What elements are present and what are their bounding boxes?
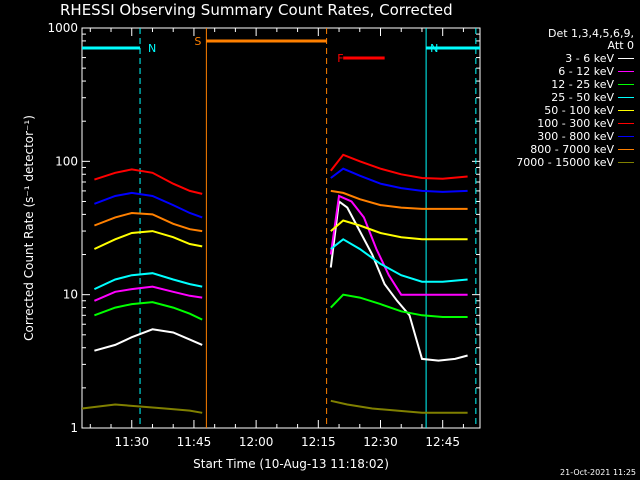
legend-swatch — [618, 110, 634, 111]
annotation-label: N — [148, 42, 156, 55]
series-line — [81, 403, 203, 414]
series-line — [330, 153, 468, 180]
legend-label: 100 - 300 keV — [537, 117, 614, 130]
annotation-label: F — [337, 52, 343, 65]
series-line — [330, 293, 468, 318]
legend-label: 50 - 100 keV — [544, 104, 614, 117]
legend-swatch — [618, 71, 634, 72]
series-line — [330, 167, 468, 193]
legend-entry: 800 - 7000 keV — [464, 143, 634, 156]
generated-timestamp: 21-Oct-2021 11:25 — [560, 468, 636, 477]
legend-label: 12 - 25 keV — [551, 78, 614, 91]
legend-entry: 6 - 12 keV — [464, 65, 634, 78]
series-line — [94, 168, 203, 195]
series-line — [94, 211, 203, 233]
legend-header-line2: Att 0 — [607, 39, 634, 52]
legend-entry: 3 - 6 keV — [464, 52, 634, 65]
legend-label: 3 - 6 keV — [565, 52, 614, 65]
x-tick-label: 11:30 — [114, 435, 149, 449]
series-line — [94, 301, 203, 321]
legend-entry: 100 - 300 keV — [464, 117, 634, 130]
legend-swatch — [618, 97, 634, 98]
x-tick-label: 11:45 — [177, 435, 212, 449]
series-line — [330, 219, 468, 241]
series-line — [94, 328, 203, 352]
legend-swatch — [618, 84, 634, 85]
legend-swatch — [618, 136, 634, 137]
annotation-label: N — [430, 42, 438, 55]
y-tick-label: 100 — [55, 154, 78, 168]
y-tick-label: 1 — [70, 421, 78, 435]
legend-rows: 3 - 6 keV 6 - 12 keV 12 - 25 keV 25 - 50 ke… — [464, 52, 634, 169]
y-tick-label: 1000 — [47, 21, 78, 35]
legend-header-line1: Det 1,3,4,5,6,9, — [547, 27, 634, 40]
x-tick-label: 12:45 — [425, 435, 460, 449]
legend-swatch — [618, 162, 634, 163]
legend-swatch — [618, 58, 634, 59]
x-tick-label: 12:00 — [239, 435, 274, 449]
series-line — [93, 272, 203, 291]
legend-entry: 25 - 50 keV — [464, 91, 634, 104]
legend-label: 300 - 800 keV — [537, 130, 614, 143]
series-line — [330, 399, 468, 414]
legend-swatch — [618, 149, 634, 150]
legend: Det 1,3,4,5,6,9, Att 0 3 - 6 keV 6 - 12 k… — [464, 28, 634, 169]
legend-entry: 12 - 25 keV — [464, 78, 634, 91]
series-line — [329, 199, 468, 362]
x-axis-label: Start Time (10-Aug-13 11:18:02) — [193, 457, 389, 471]
legend-swatch — [618, 123, 634, 124]
legend-entry: 50 - 100 keV — [464, 104, 634, 117]
series-line — [330, 189, 468, 210]
annotation-label: S — [194, 35, 201, 48]
series-line — [94, 285, 203, 302]
legend-label: 25 - 50 keV — [551, 91, 614, 104]
x-tick-label: 12:30 — [363, 435, 398, 449]
legend-label: 6 - 12 keV — [558, 65, 614, 78]
legend-entry: 300 - 800 keV — [464, 130, 634, 143]
series-line — [330, 238, 468, 283]
series-line — [93, 230, 203, 250]
chart-title: RHESSI Observing Summary Count Rates, Co… — [60, 1, 453, 19]
legend-entry: 7000 - 15000 keV — [464, 156, 634, 169]
y-axis-label: Corrected Count Rate (s⁻¹ detector⁻¹) — [22, 115, 36, 341]
y-tick-label: 10 — [63, 288, 78, 302]
series-line — [329, 194, 468, 296]
legend-label: 7000 - 15000 keV — [516, 156, 614, 169]
series-line — [94, 191, 203, 219]
plot-frame — [81, 27, 481, 429]
legend-label: 800 - 7000 keV — [530, 143, 614, 156]
x-tick-label: 12:15 — [301, 435, 336, 449]
plot-area: 1 10 100 1000 11:30 11:45 12:00 12:15 12:30 12:45… — [22, 21, 481, 471]
